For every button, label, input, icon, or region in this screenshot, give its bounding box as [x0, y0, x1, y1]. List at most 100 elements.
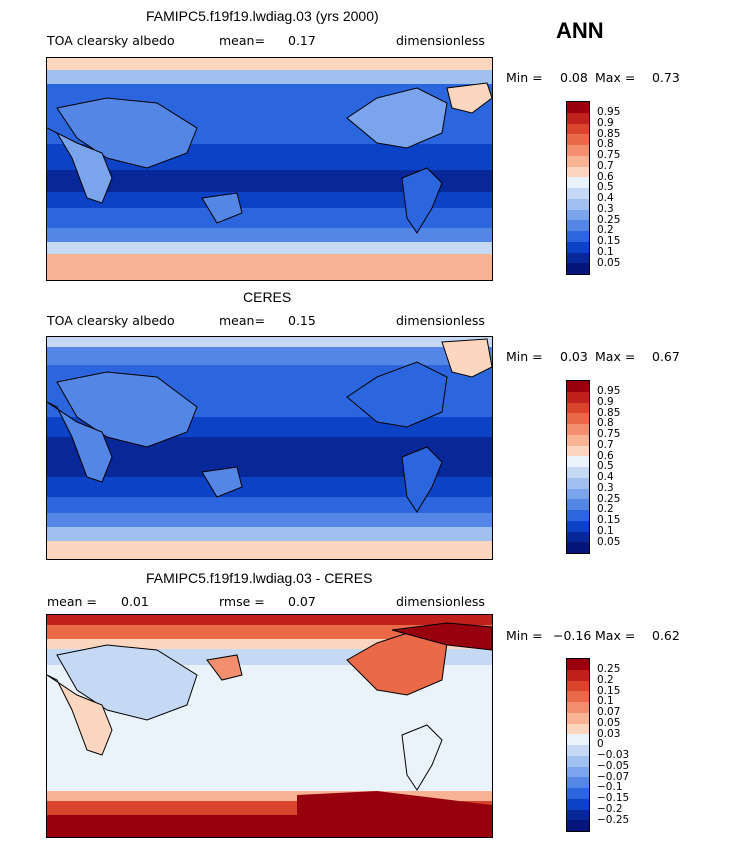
colorbar-swatch: [567, 102, 589, 113]
colorbar-tick: 0.4: [597, 471, 614, 483]
colorbar-tick: 0.15: [597, 235, 621, 247]
colorbar-tick: 0.2: [597, 673, 614, 686]
colorbar-swatch: [567, 723, 589, 735]
colorbar-tick: 0.3: [597, 202, 614, 215]
colorbar-swatch: [567, 123, 589, 135]
map-plot: [46, 614, 493, 838]
panel-title: FAMIPC5.f19f19.lwdiag.03 (yrs 2000): [146, 8, 379, 24]
colorbar-tick: 0.75: [597, 428, 621, 440]
colorbar-tick: 0.1: [597, 524, 614, 537]
colorbar-tick: 0.85: [597, 406, 621, 419]
colorbar-swatch: [567, 712, 589, 724]
colorbar-tick: 0: [597, 738, 604, 751]
map-svg: [47, 615, 492, 837]
colorbar-swatch: [567, 391, 589, 403]
min-label: Min =: [506, 349, 543, 364]
colorbar: [566, 380, 590, 554]
mean-label: mean=: [219, 33, 265, 48]
colorbar-tick: 0.1: [597, 245, 614, 258]
colorbar-swatch: [567, 488, 589, 500]
colorbar-tick: 0.8: [597, 417, 614, 430]
units-label: dimensionless: [396, 313, 485, 328]
colorbar: [566, 658, 590, 832]
colorbar-tick: −0.25: [597, 813, 630, 826]
colorbar: [566, 101, 590, 275]
colorbar-tick: 0.2: [597, 224, 614, 237]
max-label: Max =: [595, 628, 636, 643]
colorbar-tick: −0.15: [597, 792, 630, 804]
max-value: 0.67: [652, 349, 680, 364]
colorbar-tick: 0.85: [597, 127, 621, 140]
colorbar-tick: 0.25: [597, 663, 621, 675]
colorbar-swatch: [567, 434, 589, 446]
colorbar-swatch: [567, 145, 589, 156]
min-value: 0.03: [560, 349, 588, 364]
colorbar-swatch: [567, 766, 589, 778]
colorbar-swatch: [567, 777, 589, 788]
colorbar-swatch: [567, 659, 589, 670]
colorbar-swatch: [567, 188, 589, 199]
max-value: 0.73: [652, 70, 680, 85]
colorbar-swatch: [567, 198, 589, 210]
colorbar-swatch: [567, 413, 589, 424]
colorbar-tick: 0.05: [597, 716, 621, 729]
colorbar-swatch: [567, 520, 589, 532]
min-value: −0.16: [553, 628, 592, 643]
colorbar-swatch: [567, 456, 589, 467]
colorbar-tick: 0.6: [597, 170, 614, 183]
min-value: 0.08: [560, 70, 588, 85]
colorbar-swatch: [567, 542, 589, 553]
min-label: Min =: [506, 628, 543, 643]
units-label: dimensionless: [396, 594, 485, 609]
colorbar-tick: 0.15: [597, 684, 621, 697]
colorbar-tick: −0.1: [597, 781, 623, 794]
mean-value: 0.01: [121, 594, 149, 609]
colorbar-swatch: [567, 166, 589, 178]
colorbar-swatch: [567, 734, 589, 745]
colorbar-swatch: [567, 702, 589, 713]
colorbar-tick: 0.2: [597, 503, 614, 516]
colorbar-tick: 0.5: [597, 181, 614, 194]
colorbar-tick: 0.9: [597, 395, 614, 408]
colorbar-swatches: [567, 381, 589, 553]
max-label: Max =: [595, 70, 636, 85]
colorbar-swatch: [567, 112, 589, 124]
colorbar-swatch: [567, 241, 589, 253]
colorbar-swatch: [567, 499, 589, 510]
colorbar-tick: 0.6: [597, 449, 614, 462]
colorbar-tick: 0.7: [597, 159, 614, 172]
colorbar-swatch: [567, 381, 589, 392]
colorbar-swatch: [567, 402, 589, 414]
colorbar-tick: 0.95: [597, 385, 621, 397]
colorbar-swatch: [567, 820, 589, 831]
colorbar-tick: −0.2: [597, 802, 623, 815]
colorbar-swatch: [567, 231, 589, 242]
season-label: ANN: [556, 18, 604, 43]
map-plot: [46, 336, 493, 560]
colorbar-swatch: [567, 755, 589, 767]
panel-title: FAMIPC5.f19f19.lwdiag.03 - CERES: [146, 570, 373, 586]
colorbar-swatch: [567, 669, 589, 681]
colorbar-tick: 0.7: [597, 438, 614, 451]
colorbar-tick: 0.1: [597, 695, 614, 708]
mean-value: 0.15: [288, 313, 316, 328]
colorbar-swatch: [567, 155, 589, 167]
colorbar-tick: −0.03: [597, 749, 630, 761]
colorbar-tick: 0.4: [597, 192, 614, 204]
colorbar-tick: 0.05: [597, 535, 621, 548]
rmse-label: rmse =: [219, 594, 265, 609]
colorbar-tick: 0.8: [597, 138, 614, 151]
colorbar-swatch: [567, 177, 589, 188]
mean-value: 0.17: [288, 33, 316, 48]
mean-label: mean=: [219, 313, 265, 328]
units-label: dimensionless: [396, 33, 485, 48]
colorbar-tick: 0.25: [597, 492, 621, 505]
colorbar-swatch: [567, 745, 589, 756]
colorbar-swatch: [567, 691, 589, 702]
colorbar-tick: 0.3: [597, 481, 614, 494]
colorbar-swatch: [567, 788, 589, 799]
colorbar-tick: 0.95: [597, 106, 621, 118]
colorbar-swatch: [567, 209, 589, 221]
colorbar-tick: 0.9: [597, 116, 614, 129]
colorbar-swatch: [567, 220, 589, 231]
